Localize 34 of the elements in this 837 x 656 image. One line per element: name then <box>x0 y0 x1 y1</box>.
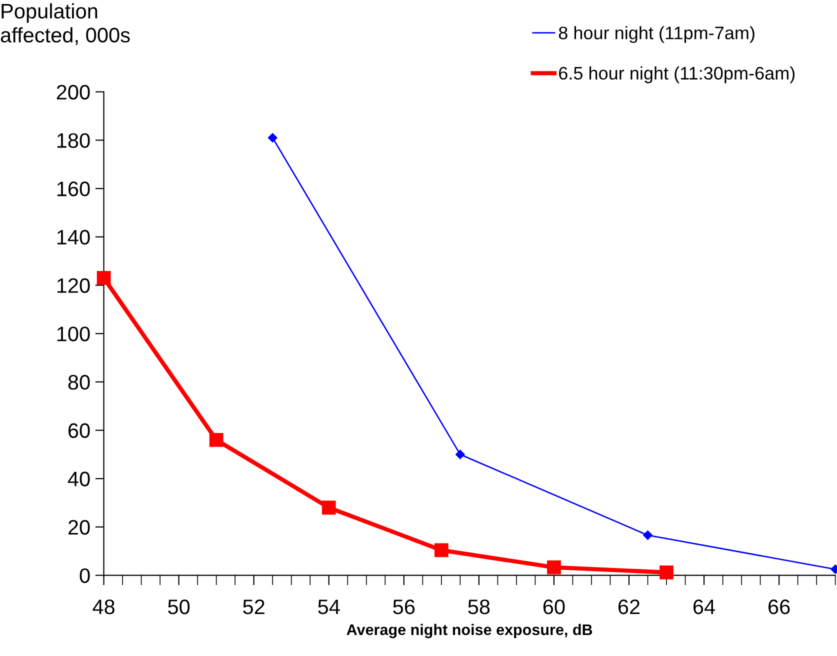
legend-label: 8 hour night (11pm-7am) <box>558 26 754 43</box>
x-tick-label: 64 <box>693 599 715 614</box>
point <box>322 500 336 515</box>
y-axis-title: Population affected, 000s <box>0 3 130 45</box>
x-axis-title: Average night noise exposure, dB <box>346 624 592 638</box>
x-tick-label: 66 <box>768 599 790 614</box>
y-tick-label: 200 <box>56 84 90 100</box>
x-tick-label: 54 <box>318 600 340 614</box>
y-tick-label: 60 <box>68 423 90 438</box>
x-tick-label: 48 <box>92 599 114 614</box>
y-tick-label: 140 <box>57 230 90 245</box>
y-tick-label: 40 <box>68 472 90 486</box>
x-tick-label: 56 <box>393 599 415 614</box>
point <box>209 432 224 447</box>
point <box>643 530 652 540</box>
y-tick-label: 180 <box>57 133 90 148</box>
legend-label: 6.5 hour night (11:30pm-6am) <box>559 66 795 84</box>
y-tick-label: 80 <box>68 374 90 390</box>
y-tick-label: 0 <box>80 568 90 584</box>
point <box>456 450 465 460</box>
x-tick-label: 60 <box>543 599 565 614</box>
point <box>434 543 448 558</box>
y-tick-label: 160 <box>57 182 90 196</box>
y-tick-label: 20 <box>68 520 90 535</box>
point <box>547 560 561 574</box>
y-tick-label: 100 <box>57 326 90 342</box>
x-tick-label: 52 <box>243 599 264 614</box>
x-tick-label: 58 <box>468 599 490 614</box>
point <box>96 271 111 285</box>
x-tick-label: 62 <box>618 599 640 614</box>
point <box>660 565 674 580</box>
y-tick-label: 120 <box>57 278 90 293</box>
x-tick-label: 50 <box>168 599 190 614</box>
point <box>268 133 278 142</box>
